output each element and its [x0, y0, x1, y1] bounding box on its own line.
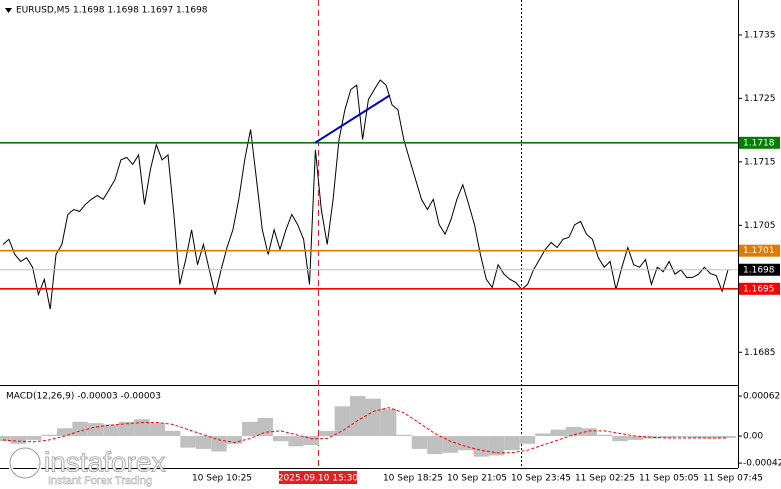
- level-label: 1.1701: [743, 246, 775, 256]
- macd-bar: [550, 429, 567, 437]
- x-tick-label: 10 Sep 23:45: [511, 474, 571, 484]
- macd-bar: [720, 436, 736, 438]
- macd-bar: [581, 428, 597, 437]
- x-tick-label: 10 Sep 10:25: [192, 474, 252, 484]
- y-tick-label: 1.1735: [744, 30, 776, 40]
- watermark-logo-outline: [9, 447, 41, 479]
- trend-line: [314, 94, 391, 144]
- macd-bar: [149, 423, 165, 437]
- macd-bar: [72, 421, 88, 437]
- macd-bar: [504, 436, 520, 451]
- macd-bar: [288, 436, 304, 447]
- macd-bar: [103, 424, 119, 437]
- macd-bar: [41, 434, 57, 437]
- macd-bar: [87, 423, 104, 437]
- macd-bar: [689, 436, 705, 438]
- macd-bar: [118, 421, 135, 437]
- macd-bar: [427, 436, 443, 455]
- x-tick-label: 11 Sep 05:05: [639, 474, 699, 484]
- title-icon: [5, 8, 12, 13]
- y-tick-label: 1.1685: [744, 348, 776, 358]
- macd-bar: [627, 436, 644, 440]
- chart-title: EURUSD,M5 1.1698 1.1698 1.1697 1.1698: [16, 6, 208, 16]
- macd-bar: [596, 434, 613, 437]
- macd-bar: [658, 436, 675, 438]
- macd-bar: [488, 436, 505, 456]
- watermark-brand: instaforex: [44, 446, 165, 477]
- macd-bar: [473, 436, 489, 457]
- crosshair-label-box: [279, 471, 357, 484]
- level-label-box: [739, 136, 780, 149]
- y-tick-label: 1.1715: [744, 157, 776, 167]
- x-tick-label: 11 Sep 07:45: [703, 474, 763, 484]
- macd-bar: [211, 436, 227, 452]
- y-tick-label: 1.1705: [744, 221, 776, 231]
- macd-bar: [257, 417, 273, 437]
- crosshair-label: 2025.09.10 15:30: [278, 474, 359, 484]
- watermark: instaforex Instant Forex Trading: [8, 446, 166, 487]
- macd-bar: [704, 436, 721, 439]
- macd-bar: [519, 436, 536, 444]
- price-line: [2, 79, 729, 310]
- level-label: 1.1698: [743, 265, 775, 275]
- macd-bar: [442, 436, 459, 453]
- macd-title: MACD(12,26,9) -0.00003 -0.00003: [6, 392, 161, 402]
- macd-bar: [612, 436, 628, 442]
- x-tick-label: 10 Sep 21:05: [447, 474, 507, 484]
- y-tick-label: 1.1725: [744, 94, 776, 104]
- y-tick-label: -0.00042: [743, 459, 781, 469]
- y-tick-label: 0.00062: [743, 392, 780, 402]
- macd-bar: [195, 436, 212, 449]
- macd-bar: [396, 434, 412, 437]
- macd-bar: [226, 436, 243, 444]
- macd-bar: [365, 398, 381, 437]
- level-label-box: [739, 263, 780, 276]
- macd-bar: [10, 436, 27, 444]
- macd-bar: [535, 433, 551, 437]
- y-tick-label: 0.00: [743, 432, 763, 442]
- macd-bar: [411, 436, 428, 449]
- level-label: 1.1718: [743, 138, 775, 148]
- macd-bar: [303, 436, 320, 446]
- macd-bar: [242, 421, 258, 437]
- macd-bar: [180, 436, 196, 448]
- macd-bar: [56, 428, 73, 437]
- macd-bar: [0, 436, 11, 442]
- macd-bar: [334, 406, 351, 437]
- macd-bar: [26, 436, 42, 440]
- level-label: 1.1695: [743, 284, 775, 294]
- signal-line: [2, 407, 728, 454]
- macd-bar: [566, 427, 582, 437]
- x-tick-label: 10 Sep 18:25: [383, 474, 443, 484]
- macd-bar: [350, 396, 366, 437]
- macd-bar: [164, 430, 181, 437]
- macd-bar: [272, 436, 289, 442]
- macd-bar: [134, 419, 150, 437]
- level-label-box: [739, 244, 780, 257]
- x-tick-label: 11 Sep 02:25: [575, 474, 635, 484]
- macd-bar: [319, 430, 335, 437]
- macd-bar: [458, 436, 474, 451]
- level-label-box: [739, 282, 780, 295]
- macd-bar: [380, 408, 397, 437]
- watermark-tagline: Instant Forex Trading: [48, 475, 152, 487]
- macd-bar: [674, 436, 690, 438]
